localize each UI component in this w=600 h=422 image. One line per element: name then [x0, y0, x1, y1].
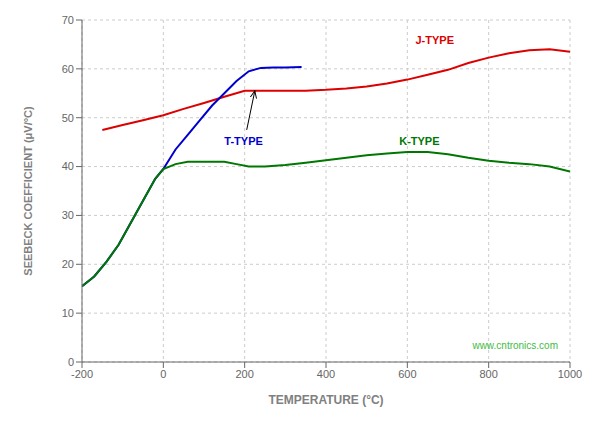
html-text:www.cntronics.com: www.cntronics.com [472, 340, 558, 351]
svg-text:K-TYPE: K-TYPE [399, 135, 439, 147]
svg-text:200: 200 [235, 368, 253, 380]
svg-text:1000: 1000 [558, 368, 582, 380]
svg-text:TEMPERATURE (°C): TEMPERATURE (°C) [268, 393, 383, 407]
svg-text:20: 20 [62, 258, 74, 270]
svg-text:T-TYPE: T-TYPE [224, 135, 263, 147]
svg-text:40: 40 [62, 160, 74, 172]
svg-text:400: 400 [317, 368, 335, 380]
svg-text:-200: -200 [71, 368, 93, 380]
svg-text:30: 30 [62, 209, 74, 221]
svg-text:0: 0 [68, 356, 74, 368]
svg-text:0: 0 [160, 368, 166, 380]
svg-text:SEEBECK COEFFICIENT (μV/°C): SEEBECK COEFFICIENT (μV/°C) [22, 106, 34, 276]
svg-text:600: 600 [398, 368, 416, 380]
svg-text:50: 50 [62, 112, 74, 124]
svg-text:J-TYPE: J-TYPE [415, 34, 454, 46]
svg-text:800: 800 [479, 368, 497, 380]
svg-text:10: 10 [62, 307, 74, 319]
svg-text:70: 70 [62, 14, 74, 26]
svg-text:60: 60 [62, 63, 74, 75]
